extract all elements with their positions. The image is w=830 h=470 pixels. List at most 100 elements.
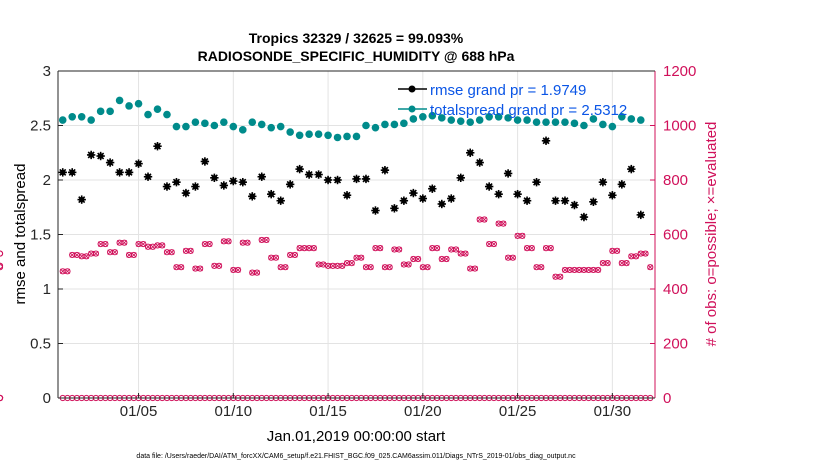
obs-possible-point [102, 240, 109, 248]
rmse-point [380, 165, 390, 175]
obs-possible-point [0, 262, 4, 269]
obs-evaluated-point [510, 254, 516, 261]
obs-evaluated-point [638, 250, 644, 257]
obs-evaluated-point [216, 263, 222, 269]
obs-evaluated-point [363, 264, 369, 270]
rmse-point [551, 196, 560, 205]
obs-evaluated-point [604, 260, 611, 266]
obs-evaluated-point [88, 250, 94, 257]
rmse-point-core [202, 158, 208, 165]
totalspread-point [636, 116, 645, 124]
obs-evaluated-point [585, 267, 592, 273]
rmse-point-core [88, 152, 94, 158]
totalspread-point [229, 122, 238, 131]
obs-evaluated-point [230, 267, 237, 273]
rmse-point-core [552, 197, 559, 204]
obs-evaluated-point [467, 265, 473, 272]
obs-evaluated-point [135, 241, 142, 247]
totalspread-point [390, 120, 399, 129]
obs-evaluated-point [311, 245, 317, 251]
rmse-point [589, 197, 598, 206]
obs-evaluated-point [476, 216, 483, 223]
obs-possible-point [253, 269, 261, 276]
rmse-point [627, 164, 636, 174]
obs-evaluated-point [259, 237, 265, 243]
y-tick-label-right: 200 [663, 336, 688, 353]
obs-evaluated-point [64, 268, 71, 275]
rmse-point-core [600, 179, 606, 185]
rmse-point-core [344, 192, 350, 199]
obs-possible-point [140, 240, 147, 248]
y-tick-label-right: 600 [663, 227, 688, 244]
totalspread-point [608, 122, 617, 131]
rmse-point [484, 182, 494, 191]
rmse-point-core [173, 179, 180, 185]
rmse-point [153, 142, 162, 151]
rmse-point-core [410, 190, 417, 196]
obs-possible-point [272, 254, 280, 261]
totalspread-point [305, 130, 313, 139]
rmse-point-core [486, 183, 492, 190]
rmse-point [86, 150, 96, 160]
rmse-point-core [495, 191, 502, 197]
rmse-point [598, 177, 608, 187]
totalspread-point [58, 116, 67, 124]
obs-evaluated-point [325, 263, 331, 269]
totalspread-point [106, 107, 114, 116]
rmse-point-core [334, 177, 341, 183]
obs-evaluated-point [339, 263, 346, 269]
obs-possible-point [647, 264, 654, 271]
totalspread-point [589, 115, 598, 123]
obs-evaluated-point [609, 248, 616, 254]
rmse-point-core [78, 196, 85, 203]
obs-possible-point [623, 260, 630, 267]
obs-evaluated-point [140, 241, 147, 247]
totalspread-point [456, 117, 465, 125]
rmse-point [267, 189, 276, 199]
rmse-point [560, 196, 570, 205]
y-tick-label-left: 1 [43, 281, 51, 298]
rmse-point [428, 184, 437, 193]
obs-evaluated-point [472, 265, 478, 272]
obs-evaluated-point [173, 264, 180, 270]
rmse-point-core [467, 149, 474, 156]
obs-possible-point [528, 245, 535, 252]
rmse-point-core [221, 182, 227, 189]
totalspread-point [513, 116, 522, 124]
obs-evaluated-point [619, 260, 625, 266]
obs-evaluated-point [221, 238, 227, 245]
rmse-point-core [183, 190, 189, 196]
obs-evaluated-point [206, 241, 213, 247]
rmse-point-core [192, 183, 199, 190]
rmse-point [285, 180, 295, 189]
obs-evaluated-point [93, 250, 99, 257]
rmse-point-core [315, 171, 322, 178]
rmse-point-core [590, 199, 597, 205]
rmse-point [77, 195, 86, 204]
obs-evaluated-point [301, 245, 308, 251]
obs-evaluated-point [647, 264, 653, 270]
rmse-point-core [401, 197, 407, 204]
obs-evaluated-point [595, 267, 601, 273]
x-tick-label: 01/15 [309, 403, 347, 420]
chart-title-line1: Tropics 32329 / 32625 = 99.093% [249, 30, 464, 46]
obs-evaluated-point [249, 269, 255, 276]
rmse-point [162, 182, 172, 191]
rmse-point [229, 176, 238, 186]
obs-evaluated-point [453, 246, 459, 253]
obs-possible-point [310, 245, 317, 252]
rmse-point [172, 177, 181, 187]
rmse-point [248, 192, 257, 201]
obs-evaluated-point [448, 246, 454, 253]
y-tick-label-right: 1200 [663, 63, 696, 80]
obs-evaluated-point [334, 263, 341, 269]
obs-evaluated-point [164, 249, 170, 255]
obs-possible-point [632, 253, 640, 260]
rmse-point-core [420, 195, 426, 202]
rmse-point-core [628, 166, 635, 172]
obs-zero-point [0, 394, 4, 402]
obs-evaluated-point [505, 254, 511, 261]
obs-possible-point [443, 255, 450, 263]
rmse-point [390, 204, 399, 213]
totalspread-point [437, 114, 446, 122]
